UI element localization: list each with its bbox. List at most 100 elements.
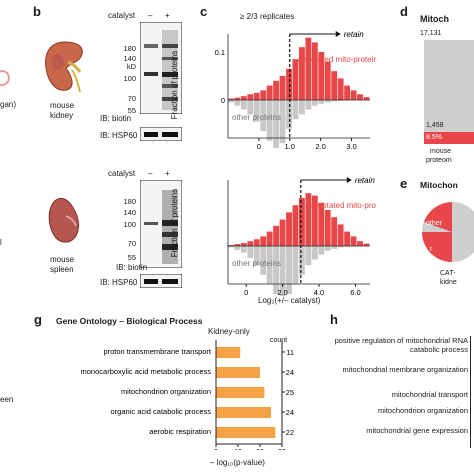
go-bar-chart: proton transmembrane transport 11 monocarb… — [81, 340, 294, 450]
go-category-label: aerobic respiration — [149, 427, 211, 436]
other-bar — [331, 246, 338, 249]
go-category-label: proton transmembrane transport — [103, 347, 211, 356]
panel-d-label1: mouse — [430, 148, 452, 155]
kidney-sample-label: mouse kidney — [50, 101, 75, 120]
mito-bar — [253, 239, 260, 246]
marker: 100 — [123, 220, 136, 229]
blot-bottom-minus: – — [148, 169, 153, 178]
mito-bar — [260, 236, 267, 246]
h-item: mitochondrial transport — [391, 390, 468, 399]
blot-top-ib-biotin: IB: biotin — [100, 114, 132, 123]
mito-bar — [234, 97, 241, 100]
go-category-label: organic acid catabolic process — [111, 407, 212, 416]
spleen-illustration — [48, 198, 79, 243]
x-tick-label: 1.0 — [285, 142, 295, 150]
panel-e-title: Mitochon — [420, 180, 458, 190]
marker: 140 — [123, 54, 136, 63]
blot-bottom-hsp60-band — [140, 274, 182, 288]
mito-bar — [305, 193, 312, 246]
go-x-tick-label: 10 — [234, 449, 242, 450]
mito-bar — [318, 52, 325, 100]
other-bar — [253, 246, 260, 266]
other-bar — [318, 100, 325, 104]
other-bar — [299, 100, 305, 115]
other-bar — [247, 100, 254, 115]
mito-bar — [357, 94, 363, 100]
panel-label-h: h — [330, 312, 338, 327]
mito-bar — [286, 212, 292, 246]
retain-arrowhead — [335, 31, 341, 37]
x-tick-label: 2.0 — [277, 288, 287, 296]
marker: 55 — [127, 106, 136, 115]
mito-bar — [363, 243, 370, 246]
x-tick-label: 0 — [244, 288, 248, 296]
hist-ylabel-2: Fraction of proteins — [170, 188, 179, 258]
mito-bar — [357, 241, 363, 246]
other-bar — [247, 246, 254, 258]
other-bar — [228, 100, 234, 103]
other-bar — [324, 100, 331, 103]
panel-d-bar-gray — [424, 40, 474, 132]
blot-top-minus: – — [148, 11, 153, 20]
blot-bottom-image — [140, 180, 182, 268]
mito-bar — [273, 225, 280, 246]
mito-bar — [305, 37, 312, 100]
mito-bar — [344, 231, 351, 246]
other-legend: other proteins — [232, 113, 281, 122]
mito-bar — [292, 59, 299, 100]
other-bar — [240, 246, 247, 253]
mito-bar — [266, 231, 273, 246]
mito-bar — [247, 241, 254, 246]
mito-bar — [292, 205, 299, 246]
mito-bar — [363, 97, 370, 100]
go-count-value: 24 — [286, 368, 294, 377]
mito-bar — [234, 244, 241, 246]
mito-legend: annotated mito-proteins — [309, 201, 376, 210]
mito-legend: annotated mito-proteins — [298, 55, 376, 64]
blot-top-catalyst: catalyst — [108, 11, 136, 20]
other-bar — [324, 246, 331, 251]
panel-d-label2: proteom — [426, 157, 452, 164]
mito-bar — [228, 98, 234, 100]
other-bar — [266, 246, 273, 285]
mito-bar — [279, 219, 286, 246]
hist-ylabel: Fraction of proteins — [170, 50, 179, 120]
panel-d-bar-red — [424, 132, 474, 144]
blot-top-plus: + — [165, 11, 170, 20]
mito-bar — [299, 198, 305, 246]
mito-bar — [311, 42, 318, 100]
panel-label-e: e — [400, 176, 408, 191]
go-x-tick-label: 0 — [214, 449, 218, 450]
blot-top-ib-hsp60: IB: HSP60 — [100, 131, 138, 140]
go-count-value: 25 — [286, 388, 294, 397]
mito-bar — [331, 217, 338, 246]
mito-bar — [228, 245, 234, 246]
marker: 55 — [127, 253, 136, 262]
mito-bar — [286, 68, 292, 100]
left-fragment-een: een — [0, 395, 14, 404]
mito-bar — [279, 76, 286, 100]
other-bar — [273, 100, 280, 148]
go-count-value: 11 — [286, 348, 294, 357]
other-bar — [228, 246, 234, 248]
panel-e-other: other — [426, 220, 442, 227]
other-bar — [266, 100, 273, 141]
go-title: Gene Ontology – Biological Process — [56, 316, 203, 326]
histogram-spleen: retain annotated mito-proteins other prote… — [227, 176, 376, 296]
other-bar — [311, 100, 318, 106]
panel-e-label2: kidne — [440, 279, 457, 286]
marker: 180 — [123, 197, 136, 206]
mito-bar — [337, 78, 344, 100]
other-bar — [331, 100, 338, 102]
other-bar — [299, 246, 305, 275]
spleen-sample-label: mouse spleen — [50, 255, 75, 274]
h-item: mitochondrial membrane organization — [342, 365, 468, 374]
go-bar — [216, 407, 271, 418]
other-bar — [311, 246, 318, 260]
marker: 70 — [127, 94, 136, 103]
other-bar — [292, 246, 299, 285]
mito-bar — [344, 85, 351, 100]
marker: 100 — [123, 74, 136, 83]
blot-top-hsp60-band — [140, 127, 182, 141]
other-bar — [286, 100, 292, 129]
